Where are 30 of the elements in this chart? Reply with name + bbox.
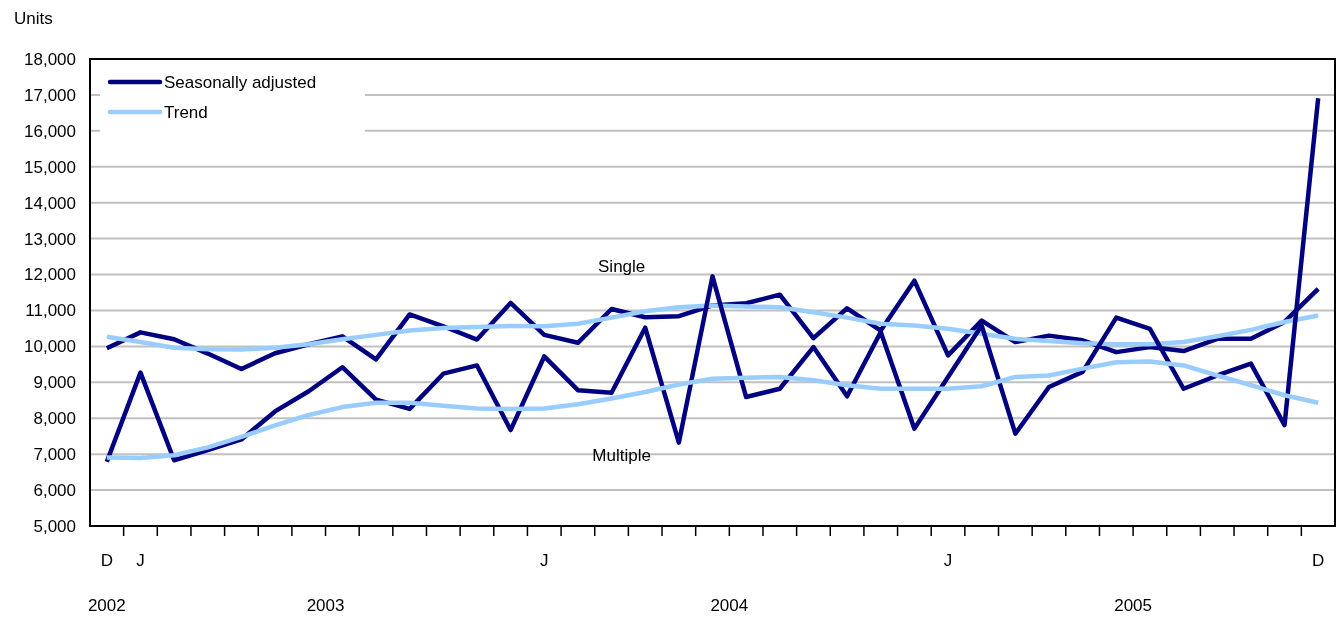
annotation: Single bbox=[598, 257, 646, 276]
line-series bbox=[104, 95, 1321, 464]
x-tick-label: J bbox=[540, 551, 549, 571]
y-tick-label: 6,000 bbox=[33, 481, 76, 501]
y-tick-label: 14,000 bbox=[24, 193, 76, 213]
y-tick-label: 12,000 bbox=[24, 265, 76, 285]
line-series bbox=[104, 303, 1321, 352]
x-tick-label: J bbox=[943, 551, 953, 571]
y-tick-label: 15,000 bbox=[24, 157, 76, 177]
legend-label: Seasonally adjusted bbox=[164, 73, 317, 92]
y-tick-label: 18,000 bbox=[24, 49, 76, 69]
y-tick-label: 13,000 bbox=[24, 229, 76, 249]
y-tick-label: 7,000 bbox=[33, 445, 76, 465]
x-tick-label: J bbox=[136, 551, 145, 571]
y-axis-title: Units bbox=[14, 9, 53, 28]
x-tick-label: D bbox=[100, 551, 113, 571]
y-tick-label: 8,000 bbox=[33, 409, 76, 429]
annotation: Multiple bbox=[592, 446, 651, 465]
y-tick-label: 16,000 bbox=[24, 121, 76, 141]
legend-label: Trend bbox=[164, 103, 208, 122]
y-tick-label: 11,000 bbox=[25, 301, 76, 321]
text: 2005 bbox=[1114, 596, 1153, 615]
y-tick-label: 10,000 bbox=[24, 337, 76, 357]
x-tick-label: D bbox=[1312, 551, 1325, 571]
y-tick-label: 5,000 bbox=[33, 516, 76, 536]
y-tick-label: 9,000 bbox=[33, 373, 76, 393]
y-tick-label: 17,000 bbox=[24, 85, 76, 105]
text: 2003 bbox=[306, 596, 345, 615]
text: 2002 bbox=[87, 596, 126, 615]
text: 2004 bbox=[710, 596, 749, 615]
